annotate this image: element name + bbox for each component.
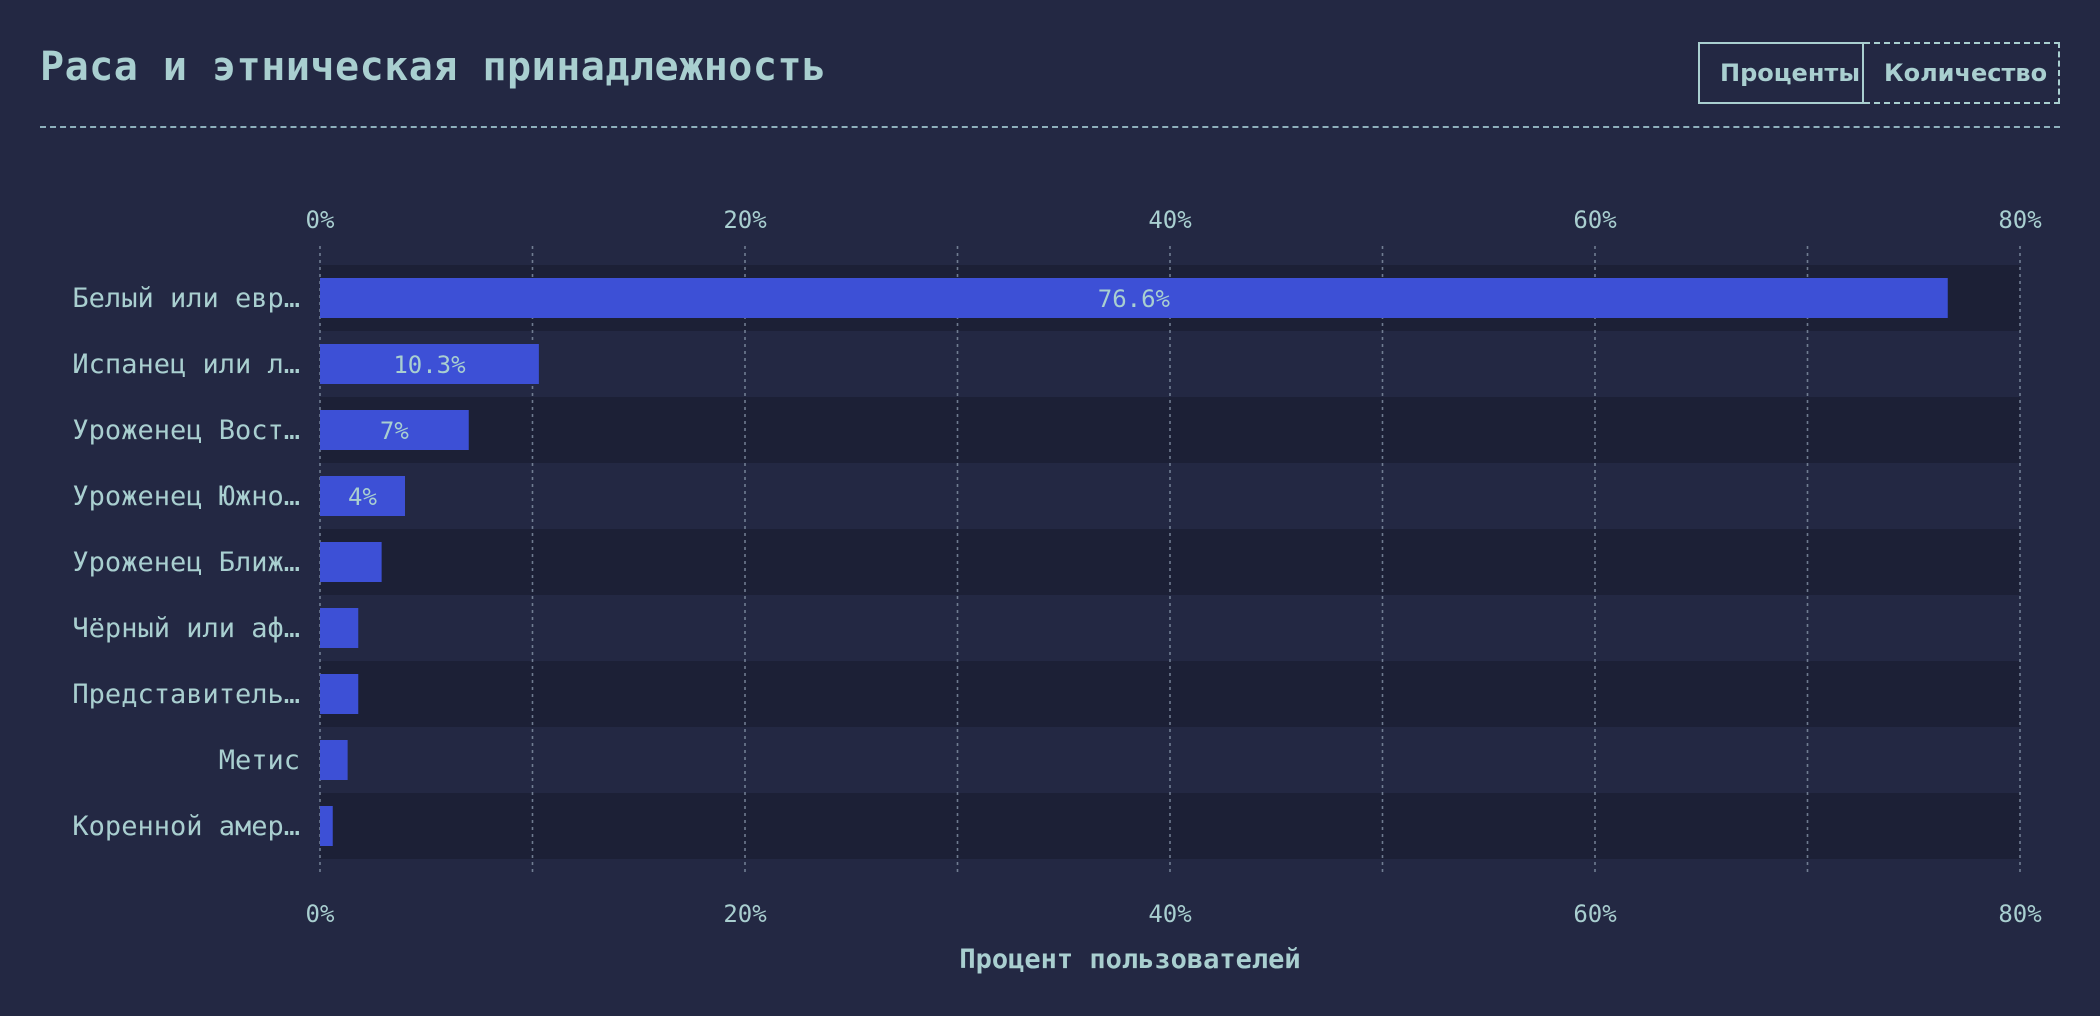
category-label: Белый или евр…	[72, 283, 300, 314]
x-tick-label-bottom: 0%	[306, 900, 335, 928]
category-label: Метис	[219, 745, 300, 776]
category-label: Представитель…	[72, 679, 300, 710]
category-label: Коренной амер…	[72, 811, 300, 842]
category-label: Испанец или л…	[72, 349, 300, 380]
row-band	[320, 463, 2020, 529]
x-tick-label-bottom: 80%	[1998, 900, 2042, 928]
percent-toggle-button[interactable]: Проценты	[1698, 42, 1864, 104]
count-toggle-button[interactable]: Количество	[1864, 42, 2060, 104]
bar	[320, 608, 359, 648]
x-tick-label-bottom: 60%	[1573, 900, 1617, 928]
bar	[320, 674, 359, 714]
x-tick-label-bottom: 40%	[1148, 900, 1192, 928]
x-tick-label-top: 40%	[1148, 206, 1192, 234]
category-label: Уроженец Вост…	[72, 415, 300, 446]
bar	[320, 806, 333, 846]
x-tick-label-top: 60%	[1573, 206, 1617, 234]
header-divider	[40, 126, 2060, 128]
bar	[320, 344, 539, 384]
x-axis-title: Процент пользователей	[959, 944, 1300, 975]
unit-toggle: Проценты Количество	[1698, 42, 2060, 104]
bar	[320, 476, 405, 516]
bar	[320, 740, 348, 780]
x-tick-label-top: 20%	[723, 206, 767, 234]
category-label: Уроженец Ближ…	[72, 547, 300, 578]
page-title: Раса и этническая принадлежность	[40, 44, 827, 90]
bar-value-label: 7%	[380, 417, 409, 445]
bar	[320, 410, 469, 450]
bar	[320, 542, 382, 582]
x-tick-label-bottom: 20%	[723, 900, 767, 928]
bar-value-label: 76.6%	[1098, 285, 1171, 313]
category-label: Чёрный или аф…	[72, 613, 300, 644]
x-tick-label-top: 0%	[306, 206, 335, 234]
bar	[320, 278, 1948, 318]
category-label: Уроженец Южно…	[72, 481, 300, 512]
x-tick-label-top: 80%	[1998, 206, 2042, 234]
bar-value-label: 10.3%	[393, 351, 466, 379]
bar-value-label: 4%	[348, 483, 377, 511]
